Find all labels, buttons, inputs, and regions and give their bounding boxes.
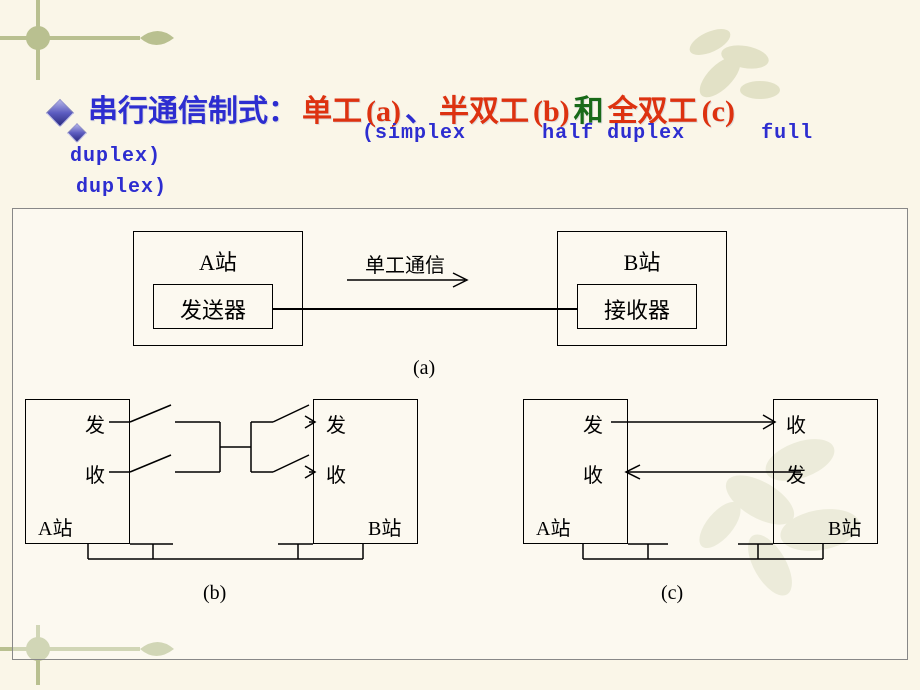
subtitle-half: half duplex [542,122,685,145]
figC-wiring [13,209,913,609]
diagram-panel: A站 发送器 B站 接收器 单工通信 (a) 发 收 A站 发 收 B站 [12,208,908,660]
slide-subtitle: (simplex half duplex full duplex) duplex… [70,122,880,199]
corner-ornament-top [0,0,220,85]
subtitle-simplex: (simplex [362,122,466,145]
figC-caption: (c) [661,582,683,605]
diamond-bullet-icon [67,123,87,143]
